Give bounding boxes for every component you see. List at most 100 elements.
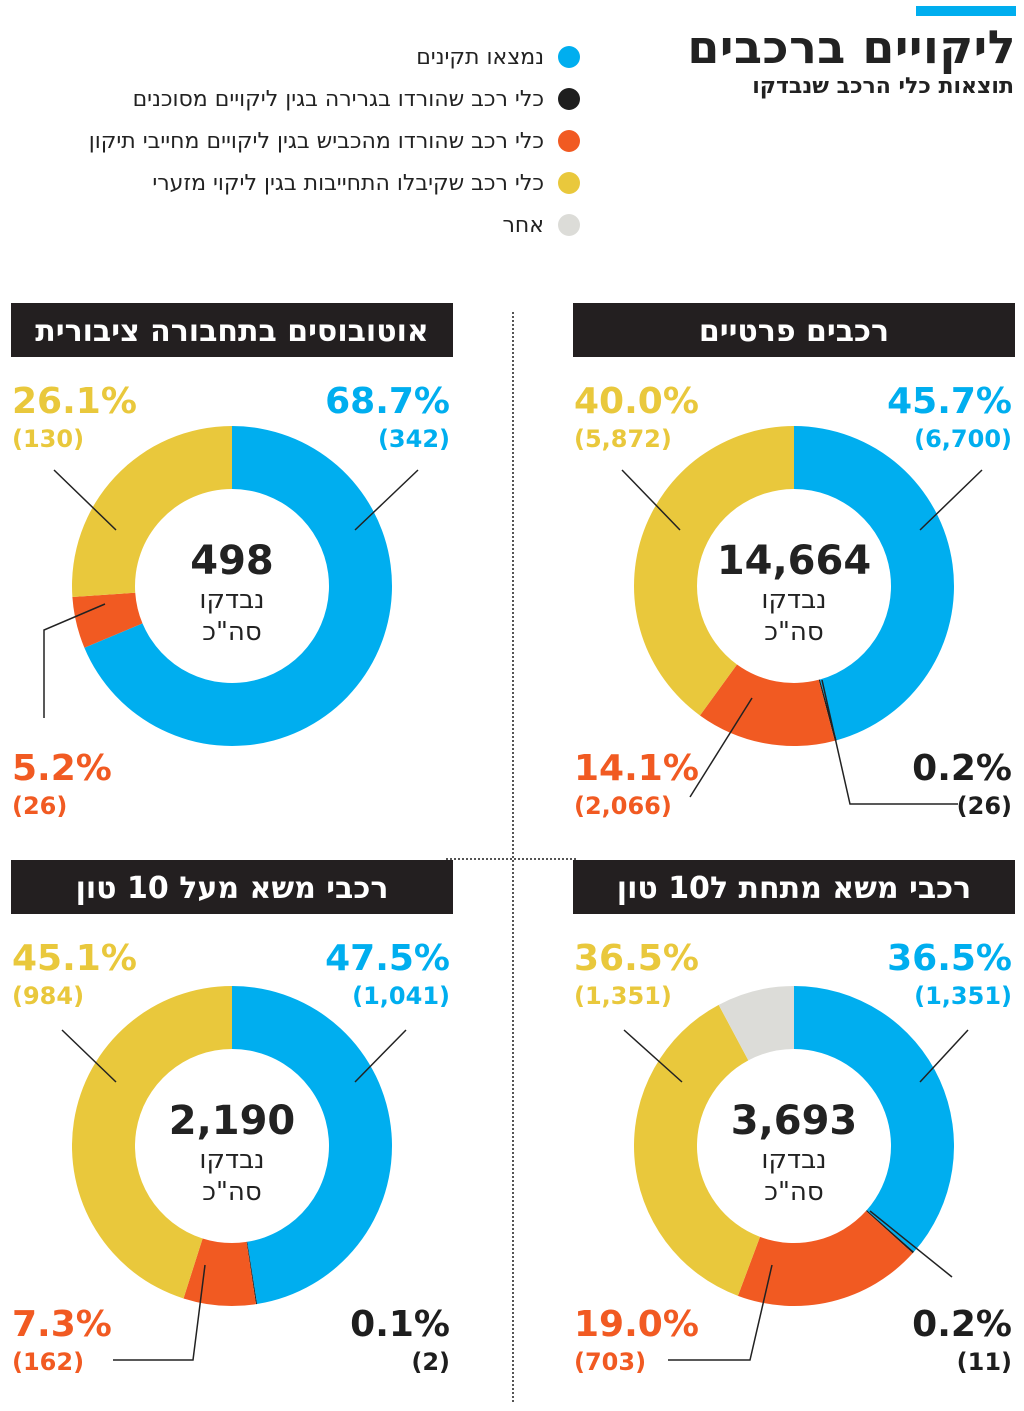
chart-3-title: רכבי משא מעל 10 טון: [76, 871, 389, 906]
chart-3-leader-line-minor: [61, 1029, 117, 1083]
chart-3-title-bar: [11, 860, 453, 914]
chart-2-title-bar: [573, 860, 1015, 914]
chart-3-count-label-ok: (1,041): [352, 982, 450, 1010]
chart-0-leader-line-towed: [821, 679, 958, 805]
chart-2-slice-ok: [794, 986, 955, 1252]
chart-1-leader-line-minor: [53, 469, 117, 531]
chart-2-center-line1: נבדקו: [761, 1145, 826, 1175]
legend-swatch-towed: [558, 88, 580, 110]
chart-3-pct-label-minor: 45.1%: [12, 938, 137, 979]
legend-label-ok: נמצאו תקינים: [416, 44, 544, 70]
chart-1-count-label-minor: (130): [12, 425, 84, 453]
chart-0-count-label-towed: (26): [957, 792, 1012, 820]
chart-0-pct-label-ok: 45.7%: [887, 381, 1012, 422]
chart-0-title: רכבים פרטיים: [699, 314, 889, 349]
legend-item-other: אחר: [89, 204, 580, 246]
chart-1-count-label-ok: (342): [378, 425, 450, 453]
chart-0-leader-line-ok: [919, 469, 983, 531]
chart-1-title: אוטובוסים בתחבורה ציבורית: [35, 314, 428, 349]
chart-3-count-label-minor: (984): [12, 982, 84, 1010]
chart-2-slice-minor: [633, 1004, 760, 1296]
chart-2-slice-towed: [865, 1210, 915, 1254]
chart-3-leader-line-removed: [113, 1264, 206, 1361]
chart-0-leader-line-removed: [689, 697, 753, 798]
chart-2-pct-label-minor: 36.5%: [574, 938, 699, 979]
legend-swatch-ok: [558, 46, 580, 68]
chart-1-center-line2: סה"כ: [202, 617, 262, 647]
legend-swatch-removed: [558, 130, 580, 152]
chart-0-center-line1: נבדקו: [761, 585, 826, 615]
chart-0-slice-minor: [634, 426, 794, 716]
chart-1-count-label-removed: (26): [12, 792, 67, 820]
chart-0-count-label-removed: (2,066): [574, 792, 672, 820]
chart-2-count-label-towed: (11): [957, 1348, 1012, 1376]
chart-2-center-line2: סה"כ: [764, 1177, 824, 1207]
legend-item-minor: כלי רכב שקיבלו התחייבות בגין ליקוי מזערי: [89, 162, 580, 204]
chart-3-count-label-removed: (162): [12, 1348, 84, 1376]
page-title: ליקויים ברכבים: [687, 20, 1016, 74]
chart-0-count-label-minor: (5,872): [574, 425, 672, 453]
chart-3-pct-label-removed: 7.3%: [12, 1304, 112, 1345]
chart-3-count-label-towed: (2): [411, 1348, 450, 1376]
legend: נמצאו תקינים כלי רכב שהורדו בגרירה בגין …: [89, 36, 580, 246]
chart-2-pct-label-removed: 19.0%: [574, 1304, 699, 1345]
chart-2-pct-label-towed: 0.2%: [912, 1304, 1012, 1345]
chart-2-count-label-minor: (1,351): [574, 982, 672, 1010]
chart-0-center-line2: סה"כ: [764, 617, 824, 647]
chart-2-leader-line-minor: [623, 1029, 683, 1083]
chart-1-pct-label-minor: 26.1%: [12, 381, 137, 422]
chart-3-slice-ok: [232, 986, 393, 1305]
chart-3-pct-label-ok: 47.5%: [325, 938, 450, 979]
chart-0-slice-removed: [699, 664, 835, 746]
chart-1-slice-ok: [84, 426, 393, 747]
legend-item-towed: כלי רכב שהורדו בגרירה בגין ליקויים מסוכנ…: [89, 78, 580, 120]
chart-3-slice-towed: [246, 1241, 258, 1305]
chart-0-title-bar: [573, 303, 1015, 357]
chart-1-pct-label-removed: 5.2%: [12, 748, 112, 789]
chart-1-total: 498: [190, 538, 274, 584]
chart-2-title: רכבי משא מתחת ל10 טון: [617, 871, 971, 906]
legend-label-towed: כלי רכב שהורדו בגרירה בגין ליקויים מסוכנ…: [132, 86, 544, 112]
chart-0-leader-line-minor: [621, 469, 681, 531]
chart-2-pct-label-ok: 36.5%: [887, 938, 1012, 979]
chart-2-count-label-removed: (703): [574, 1348, 646, 1376]
chart-1-pct-label-ok: 68.7%: [325, 381, 450, 422]
chart-0-total: 14,664: [717, 538, 871, 584]
chart-2-count-label-ok: (1,351): [914, 982, 1012, 1010]
chart-0-pct-label-towed: 0.2%: [912, 748, 1012, 789]
chart-0-slice-ok: [794, 426, 955, 741]
chart-3-pct-label-towed: 0.1%: [350, 1304, 450, 1345]
chart-1-slice-minor: [71, 426, 232, 598]
chart-2-slice-other: [718, 986, 794, 1061]
chart-2-leader-line-removed: [668, 1264, 773, 1361]
chart-1-title-bar: [11, 303, 453, 357]
chart-3-total: 2,190: [169, 1098, 296, 1144]
legend-swatch-other: [558, 214, 580, 236]
chart-1-slice-removed: [72, 592, 143, 648]
chart-1-leader-line-ok: [354, 469, 419, 531]
legend-swatch-minor: [558, 172, 580, 194]
legend-item-removed: כלי רכב שהורדו מהכביש בגין ליקויים מחייב…: [89, 120, 580, 162]
chart-0-pct-label-minor: 40.0%: [574, 381, 699, 422]
accent-bar: [916, 6, 1016, 16]
vertical-divider: [512, 312, 514, 1402]
legend-label-minor: כלי רכב שקיבלו התחייבות בגין ליקוי מזערי: [152, 170, 544, 196]
chart-1-leader-line-removed: [43, 603, 106, 718]
chart-3-slice-minor: [71, 986, 232, 1299]
legend-item-ok: נמצאו תקינים: [89, 36, 580, 78]
chart-0-pct-label-removed: 14.1%: [574, 748, 699, 789]
chart-2-leader-line-ok: [919, 1029, 969, 1083]
chart-1-center-line1: נבדקו: [199, 585, 264, 615]
chart-0-count-label-ok: (6,700): [914, 425, 1012, 453]
legend-label-other: אחר: [502, 212, 545, 238]
legend-label-removed: כלי רכב שהורדו מהכביש בגין ליקויים מחייב…: [88, 128, 544, 154]
horizontal-divider: [446, 858, 576, 860]
chart-2-leader-line-towed: [869, 1210, 953, 1278]
chart-2-total: 3,693: [731, 1098, 858, 1144]
chart-3-leader-line-ok: [354, 1029, 407, 1083]
chart-2-slice-removed: [737, 1211, 913, 1306]
chart-3-center-line1: נבדקו: [199, 1145, 264, 1175]
chart-3-center-line2: סה"כ: [202, 1177, 262, 1207]
page-subtitle: תוצאות כלי הרכב שנבדקו: [752, 74, 1014, 99]
